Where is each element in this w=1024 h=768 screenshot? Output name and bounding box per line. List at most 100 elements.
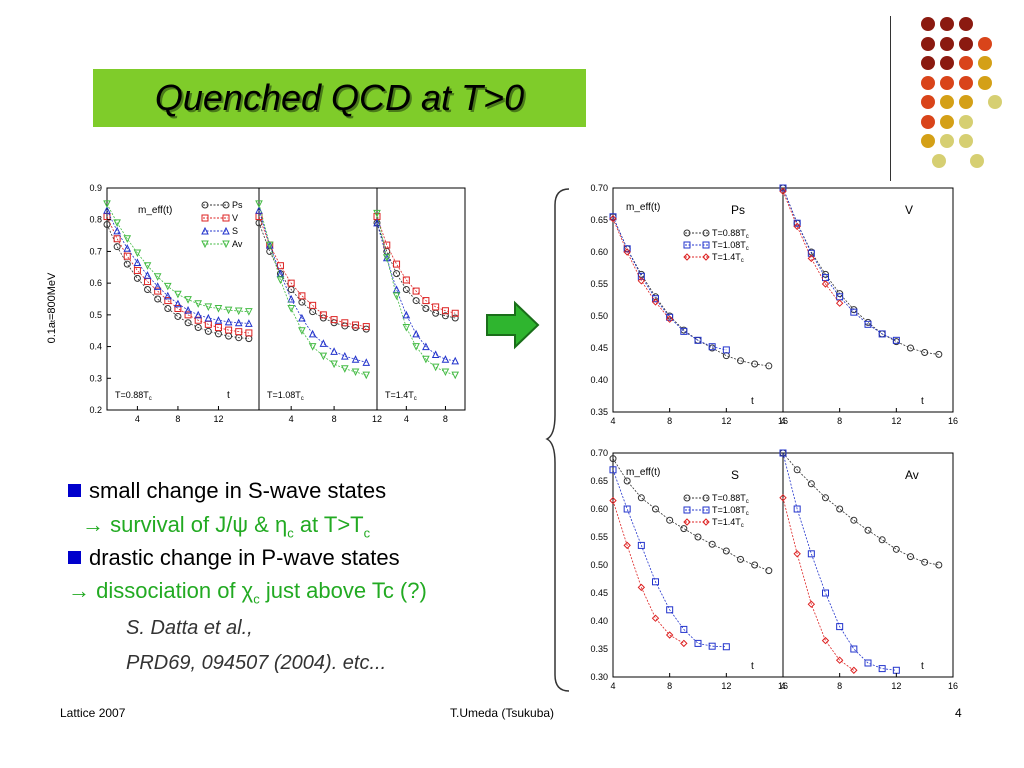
- y-tick-label: 0.40: [590, 616, 608, 626]
- data-point: [807, 600, 816, 608]
- bullet-4-text: dissociation of χ: [96, 578, 254, 603]
- bullet-3-text: drastic change in P-wave states: [89, 545, 400, 570]
- x-tick-label: 8: [443, 414, 448, 424]
- data-point: [113, 235, 121, 243]
- x-tick-label: 16: [778, 681, 788, 691]
- decorative-dot: [921, 134, 935, 148]
- data-point: [751, 360, 759, 368]
- data-point: [144, 285, 152, 293]
- data-point: [362, 323, 370, 331]
- data-point: [362, 371, 371, 380]
- decorative-dot: [970, 153, 984, 168]
- data-point: [214, 324, 222, 332]
- x-tick-label: 8: [667, 416, 672, 426]
- data-point: [255, 206, 263, 214]
- decorative-dot: [940, 36, 954, 51]
- data-point: [298, 292, 306, 300]
- series-line-v: [258, 216, 367, 327]
- data-point: [392, 292, 401, 300]
- channel-label: V: [905, 203, 913, 217]
- bullet-1: small change in S-wave states: [68, 478, 386, 504]
- data-point: [694, 533, 702, 541]
- data-point: [123, 235, 132, 243]
- data-point: [163, 282, 172, 291]
- legend-marker: [201, 214, 209, 222]
- t-axis-label: t: [227, 390, 230, 401]
- data-point: [154, 295, 162, 303]
- decorative-dot: [940, 75, 954, 90]
- decorative-dot: [921, 95, 935, 109]
- data-point: [609, 496, 617, 505]
- data-point: [892, 336, 900, 344]
- panel-frame: [376, 187, 466, 411]
- data-point: [351, 355, 360, 363]
- decorative-dot: [978, 36, 992, 51]
- data-point: [793, 222, 801, 231]
- data-point: [935, 561, 943, 569]
- data-point: [224, 306, 233, 315]
- data-point: [113, 243, 121, 251]
- data-point: [652, 578, 659, 586]
- data-point: [878, 330, 886, 338]
- panel-frame: [782, 452, 954, 678]
- decorative-dot: [940, 17, 954, 31]
- data-point: [133, 274, 141, 282]
- data-point: [123, 244, 132, 252]
- data-point: [319, 339, 328, 347]
- series-line-t088t: [782, 187, 939, 355]
- decorative-divider: [890, 16, 891, 181]
- data-point: [935, 350, 943, 358]
- series-line-s: [106, 210, 249, 324]
- data-point: [330, 360, 338, 369]
- data-point: [680, 327, 688, 335]
- right-top-effective-mass-chart: 4 8 12 16 Ps t 4 8 12 16 Vt 0.70 0.65 0.60 0.55 0.50 0.4…: [590, 183, 958, 426]
- data-point: [412, 343, 420, 351]
- data-point: [287, 305, 295, 313]
- data-point: [153, 273, 162, 281]
- data-point: [153, 282, 162, 290]
- y-tick-label: 0.2: [89, 405, 102, 415]
- temperature-label: T=0.88Tc: [115, 390, 152, 402]
- data-point: [402, 310, 411, 319]
- series-line-av: [106, 203, 249, 313]
- legend-marker: [683, 253, 691, 261]
- data-point: [864, 320, 872, 328]
- data-point: [779, 449, 787, 457]
- data-point: [412, 287, 420, 295]
- data-point: [836, 623, 844, 631]
- data-point: [383, 241, 391, 249]
- data-point: [822, 589, 829, 597]
- x-tick-label: 4: [780, 416, 785, 426]
- data-point: [276, 262, 284, 270]
- x-tick-label: 8: [175, 414, 180, 424]
- bullet-2: → survival of J/ψ & ηc at T>Tc: [82, 512, 370, 540]
- y-tick-label: 0.70: [590, 448, 608, 458]
- decorative-dot: [921, 36, 935, 51]
- data-point: [412, 297, 420, 305]
- data-point: [373, 209, 381, 218]
- data-point: [245, 319, 253, 327]
- data-point: [850, 308, 858, 316]
- data-point: [113, 219, 121, 228]
- y-tick-label: 0.4: [89, 342, 102, 352]
- data-point: [441, 307, 449, 315]
- data-point: [651, 298, 660, 306]
- data-point: [864, 526, 872, 534]
- decorative-dot: [921, 75, 935, 90]
- data-point: [821, 280, 830, 288]
- data-point: [737, 357, 744, 365]
- data-point: [708, 343, 716, 351]
- data-point: [402, 324, 411, 332]
- data-point: [921, 348, 929, 356]
- decorative-dot: [959, 56, 973, 70]
- data-point: [103, 206, 111, 214]
- bullet-4: → dissociation of χc just above Tc (?): [68, 578, 427, 606]
- data-point: [392, 285, 401, 293]
- reference-author: S. Datta et al.,: [126, 617, 253, 639]
- data-point: [123, 260, 131, 268]
- data-point: [722, 352, 730, 360]
- x-tick-label: 12: [891, 681, 901, 691]
- y-tick-label: 0.55: [590, 279, 608, 289]
- ylabel-meff: m_eff(t): [138, 205, 172, 216]
- legend-label: V: [232, 213, 238, 223]
